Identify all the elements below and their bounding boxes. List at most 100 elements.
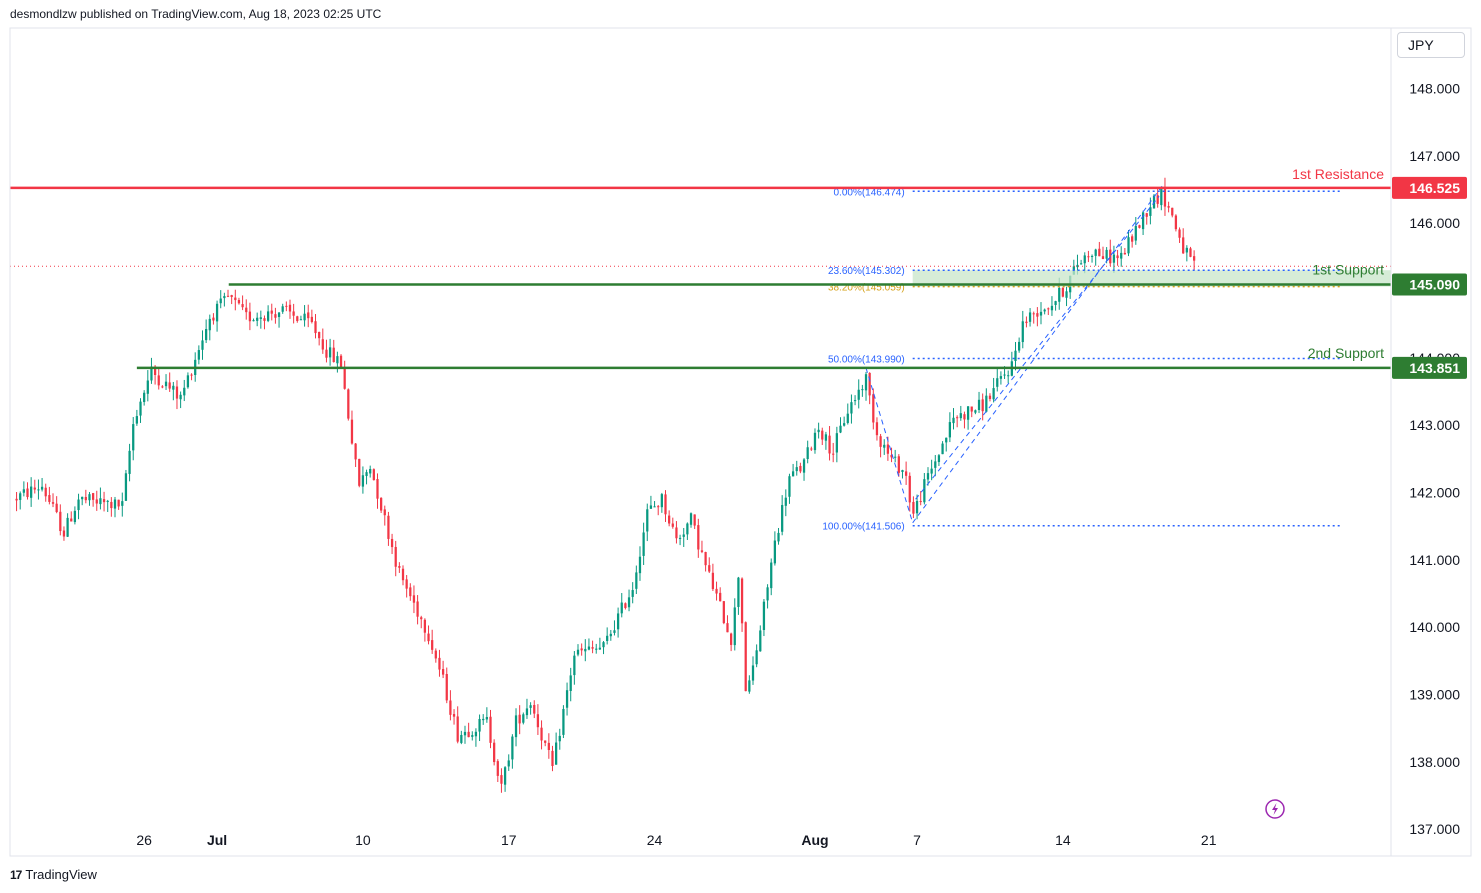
candle — [325, 339, 328, 363]
candle — [894, 449, 897, 463]
time-axis[interactable]: 26 Jul 10 17 24 Aug 7 14 21 — [136, 832, 1216, 848]
candle — [354, 442, 357, 467]
candle — [1025, 316, 1028, 328]
candle-body — [536, 714, 540, 728]
candle — [1127, 229, 1130, 257]
candle-body — [409, 587, 412, 597]
candle-body — [529, 705, 532, 708]
candle — [252, 318, 255, 322]
y-tick-label: 147.000 — [1409, 148, 1460, 164]
candle — [321, 328, 324, 354]
tradingview-logo[interactable]: 17 TradingView — [10, 867, 97, 882]
candle — [700, 540, 704, 554]
candle-body — [172, 385, 175, 390]
swing-trend-line[interactable] — [915, 195, 1160, 500]
candle-body — [478, 719, 481, 732]
candle — [256, 312, 259, 327]
x-tick-label: 26 — [136, 832, 152, 848]
candle-body — [602, 642, 605, 648]
fibonacci-retracement[interactable]: 0.00%(146.474) 23.60%(145.302) 38.20%(145.… — [822, 185, 1340, 533]
price-badge-bg — [1392, 356, 1467, 379]
candle — [631, 582, 634, 604]
candle — [361, 466, 365, 494]
candle-body — [518, 714, 521, 724]
candle — [729, 632, 733, 652]
candle — [164, 374, 168, 390]
candle-body — [248, 311, 252, 322]
swing-trend-line[interactable] — [912, 185, 1163, 524]
candle-body — [682, 534, 685, 537]
candle — [1087, 250, 1090, 263]
candle — [1131, 234, 1134, 248]
candle-body — [919, 501, 922, 503]
candle-body — [1163, 187, 1167, 207]
candle-body — [616, 613, 620, 630]
candle-body — [748, 680, 751, 692]
candle — [412, 585, 416, 614]
candle — [208, 314, 211, 341]
lightning-icon[interactable] — [1265, 799, 1285, 819]
candle-body — [824, 434, 828, 441]
candle — [30, 477, 33, 507]
candle — [307, 304, 310, 328]
candle-body — [91, 493, 95, 500]
candle — [73, 506, 77, 525]
candle — [1043, 308, 1046, 315]
candle-body — [868, 372, 871, 396]
candle — [77, 493, 80, 520]
price-badge-bg — [1392, 176, 1467, 199]
candle — [835, 426, 838, 463]
candle-body — [1134, 225, 1137, 241]
candle — [124, 469, 128, 501]
candle-body — [974, 410, 977, 413]
candle-body — [431, 640, 434, 650]
y-tick-label: 141.000 — [1409, 552, 1460, 568]
y-tick-label: 146.000 — [1409, 215, 1460, 231]
candle-body — [37, 489, 40, 491]
candle-body — [770, 562, 773, 589]
candle-body — [832, 453, 835, 455]
candle-body — [493, 742, 496, 763]
candle-body — [186, 375, 190, 388]
candle — [1156, 188, 1159, 208]
candle-body — [416, 601, 419, 617]
x-tick-label: 7 — [913, 832, 921, 848]
candle-body — [81, 496, 84, 500]
candle — [689, 512, 693, 528]
price-axis[interactable]: 137.000 138.000 139.000 140.000 141.000 142.0… — [1409, 81, 1460, 837]
candle — [135, 409, 139, 426]
candle-body — [84, 496, 87, 501]
candle-body — [77, 499, 80, 511]
candle-body — [30, 486, 33, 498]
candle-body — [857, 389, 860, 400]
candle — [595, 643, 598, 654]
candle-body — [438, 657, 441, 670]
candle — [143, 390, 146, 406]
candle-body — [427, 633, 430, 642]
level-lines[interactable]: 1st Resistance 1st Support 2nd Support — [10, 166, 1391, 370]
candle — [1193, 250, 1196, 271]
candle-body — [1061, 287, 1065, 297]
candle-body — [376, 479, 379, 499]
candle-body — [117, 499, 120, 507]
currency-selector[interactable]: JPY — [1397, 32, 1465, 58]
publisher-header: desmondlzw published on TradingView.com,… — [10, 7, 382, 21]
candle-body — [821, 430, 824, 440]
candle — [751, 656, 755, 685]
candle — [84, 489, 87, 504]
candle-body — [22, 489, 25, 493]
candle — [1174, 214, 1178, 232]
candle-body — [540, 727, 543, 741]
candle-body — [59, 511, 62, 532]
candle-body — [759, 630, 762, 652]
candle — [697, 518, 700, 558]
candle-body — [1138, 225, 1141, 228]
candle — [493, 739, 496, 766]
candle-body — [1189, 248, 1192, 257]
candle-body — [923, 479, 926, 503]
candle — [503, 766, 507, 792]
level-name-label: 1st Support — [1312, 261, 1384, 277]
candle — [277, 312, 281, 328]
candle — [744, 621, 747, 692]
